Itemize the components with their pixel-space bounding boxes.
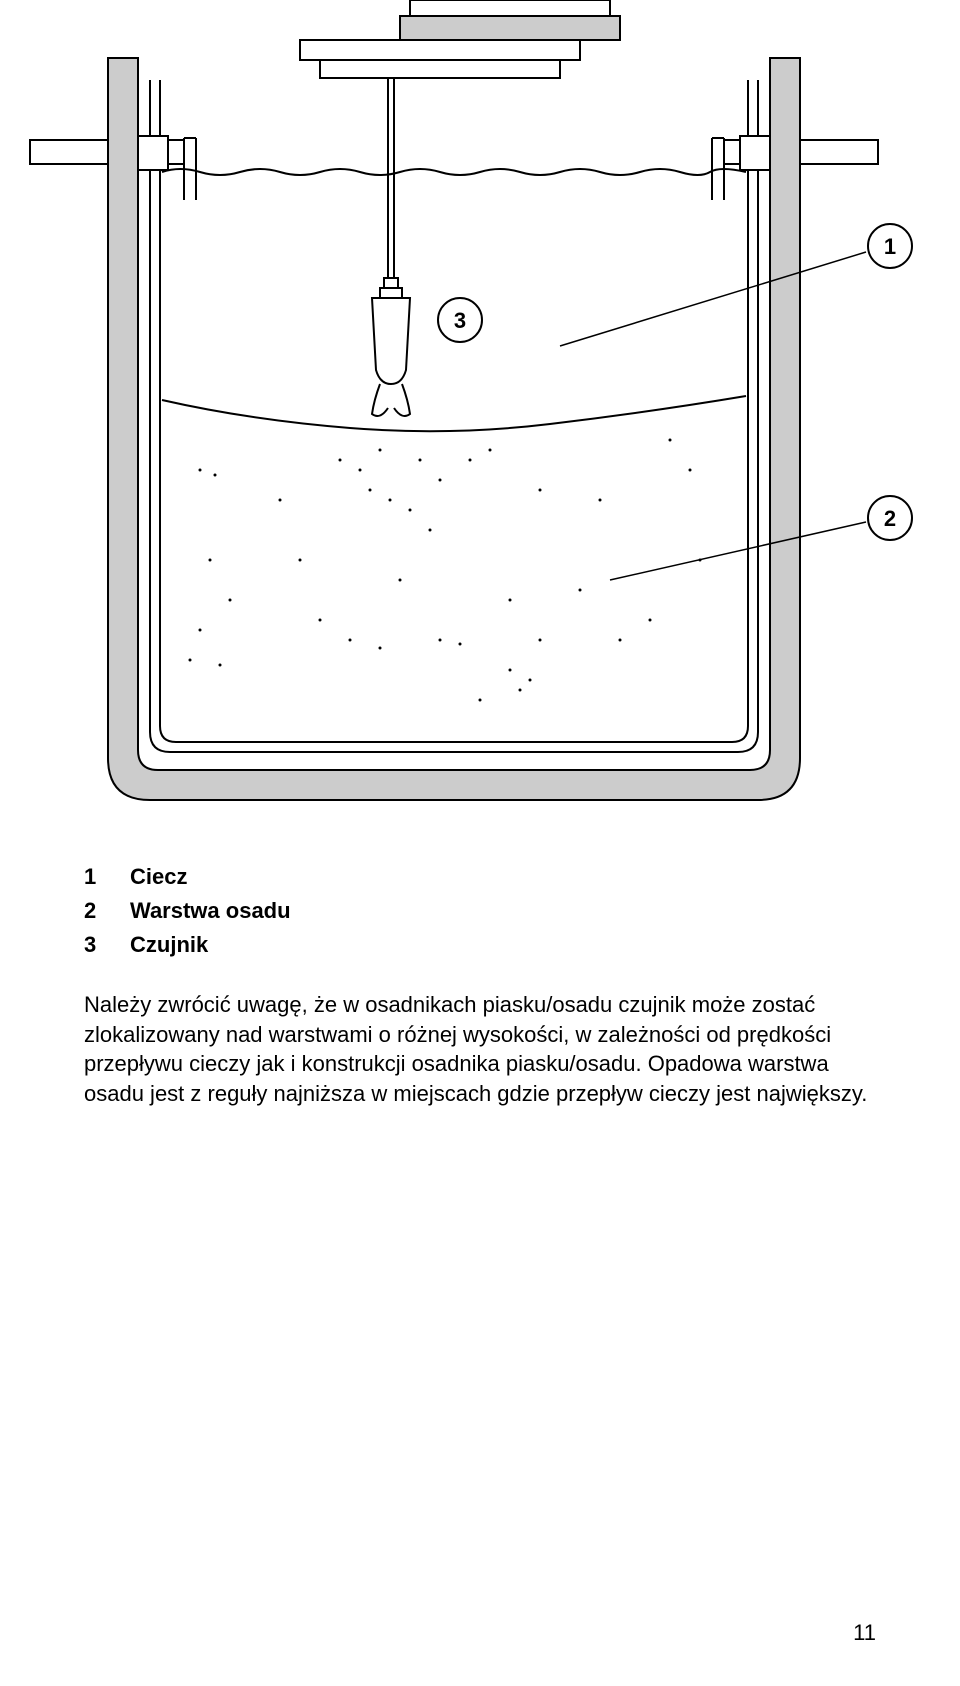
- body-paragraph: Należy zwrócić uwagę, że w osadnikach pi…: [84, 990, 876, 1109]
- lid-mid: [400, 16, 620, 40]
- callout-1-label: 1: [884, 234, 896, 259]
- legend-num-2: 2: [84, 894, 102, 928]
- callout-2-label: 2: [884, 506, 896, 531]
- legend-num-1: 1: [84, 860, 102, 894]
- pipe-right: [800, 140, 878, 164]
- tank-diagram: 3 1 2: [0, 0, 960, 810]
- tank-inner-wall-2: [160, 80, 748, 742]
- sediment-dots: [189, 439, 702, 702]
- legend-label-3: Czujnik: [130, 928, 208, 962]
- lid-collar: [320, 60, 560, 78]
- tank-svg: 3 1 2: [0, 0, 960, 810]
- legend-label-2: Warstwa osadu: [130, 894, 291, 928]
- pipe-left: [30, 140, 108, 164]
- legend-row-2: 2 Warstwa osadu: [84, 894, 291, 928]
- tank-outer-wall: [108, 58, 800, 800]
- sediment-surface: [162, 396, 746, 431]
- legend: 1 Ciecz 2 Warstwa osadu 3 Czujnik: [84, 860, 291, 962]
- legend-row-1: 1 Ciecz: [84, 860, 291, 894]
- callout-2-leader: [610, 522, 866, 580]
- lid-base: [300, 40, 580, 60]
- sensor: [372, 278, 410, 416]
- lid-top: [410, 0, 610, 16]
- page: 3 1 2 1 Ciecz 2 Warstwa osadu 3 Czujnik …: [0, 0, 960, 1686]
- pipe-right-inner: [740, 136, 770, 170]
- callout-3-label: 3: [454, 308, 466, 333]
- legend-row-3: 3 Czujnik: [84, 928, 291, 962]
- legend-label-1: Ciecz: [130, 860, 187, 894]
- callout-1-leader: [560, 252, 866, 346]
- water-surface: [162, 169, 746, 175]
- legend-num-3: 3: [84, 928, 102, 962]
- page-number: 11: [853, 1620, 876, 1646]
- pipe-left-inner: [138, 136, 168, 170]
